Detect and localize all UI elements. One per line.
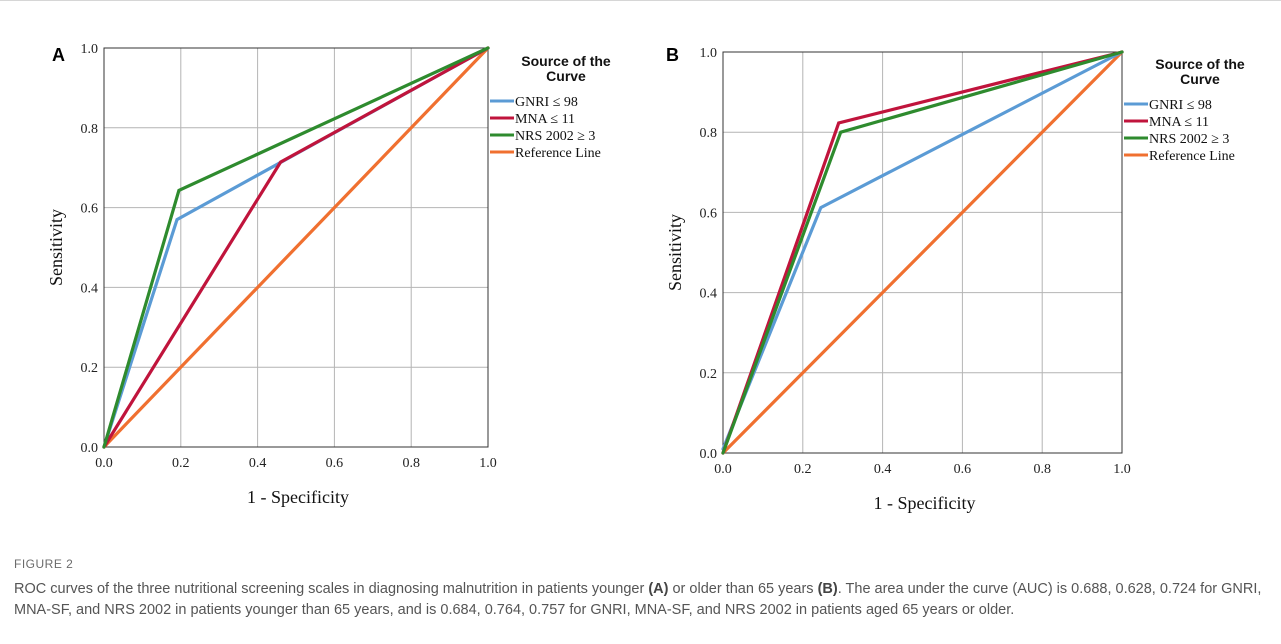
legend-label: GNRI ≤ 98 [515, 95, 578, 110]
figure-label: FIGURE 2 [14, 557, 74, 571]
x-tick-label: 0.4 [249, 456, 267, 471]
y-axis-title: Sensitivity [665, 214, 685, 291]
caption-segment: or older than 65 years [668, 581, 818, 597]
y-axis-title: Sensitivity [46, 209, 66, 286]
legend-title: Source of the [521, 53, 611, 69]
x-tick-label: 1.0 [1113, 462, 1131, 477]
y-tick-label: 0.6 [81, 202, 99, 217]
roc-figure: A 0.0 0.2 0.4 0.6 0.8 1.0 0.0 0.2 0.4 0.6 0.8 1.0 1 -… [46, 42, 1245, 513]
y-tick-label: 0.4 [81, 281, 99, 296]
legend-title: Source of the [1155, 56, 1245, 72]
x-tick-label: 0.6 [326, 456, 344, 471]
x-tick-label: 1.0 [479, 456, 497, 471]
x-tick-label: 0.8 [1033, 462, 1051, 477]
figure-caption: FIGURE 2 ROC curves of the three nutriti… [14, 557, 1264, 621]
series-line-mna [721, 50, 1124, 455]
caption-segment: ROC curves of the three nutritional scre… [14, 581, 649, 597]
panel-letter: A [52, 45, 65, 65]
caption-panel-ref: (B) [817, 581, 838, 597]
y-tick-label: 1.0 [700, 46, 718, 61]
legend-label: NRS 2002 ≥ 3 [515, 129, 595, 144]
y-tick-label: 1.0 [81, 42, 99, 57]
y-tick-label: 0.0 [81, 441, 99, 456]
x-tick-label: 0.6 [954, 462, 972, 477]
y-tick-label: 0.6 [700, 206, 718, 221]
x-tick-label: 0.0 [95, 456, 113, 471]
x-axis-title: 1 - Specificity [874, 493, 976, 513]
x-axis-title: 1 - Specificity [247, 487, 349, 507]
x-tick-label: 0.2 [172, 456, 190, 471]
legend-label: GNRI ≤ 98 [1149, 98, 1212, 113]
panel-letter: B [666, 45, 679, 65]
y-tick-label: 0.4 [700, 287, 718, 302]
legend-label: MNA ≤ 11 [515, 112, 575, 127]
caption-segment: . The area under the curve (AUC) is 0.68… [14, 581, 1262, 618]
series-line-nrs [721, 50, 1124, 455]
x-tick-label: 0.2 [794, 462, 812, 477]
y-tick-label: 0.0 [700, 447, 718, 462]
y-tick-label: 0.2 [700, 367, 718, 382]
chart-panel-a: A 0.0 0.2 0.4 0.6 0.8 1.0 0.0 0.2 0.4 0.6 0.8 1.0 1 -… [46, 42, 611, 507]
series-line-nrs [102, 46, 490, 449]
x-tick-label: 0.0 [714, 462, 732, 477]
legend-label: Reference Line [515, 146, 601, 161]
legend-label: Reference Line [1149, 149, 1235, 164]
series-line-mna [102, 46, 490, 449]
legend-title: Curve [1180, 71, 1220, 87]
y-tick-label: 0.8 [700, 126, 718, 141]
series-line-reference [102, 46, 490, 449]
x-tick-label: 0.4 [874, 462, 892, 477]
y-tick-label: 0.8 [81, 122, 99, 137]
plot-border [103, 47, 489, 448]
caption-panel-ref: (A) [648, 581, 669, 597]
chart-panel-b: B 0.0 0.2 0.4 0.6 0.8 1.0 0.0 0.2 0.4 0.6 0.8 1.0 1 -… [665, 45, 1245, 513]
caption-text: ROC curves of the three nutritional scre… [14, 579, 1264, 621]
x-tick-label: 0.8 [402, 456, 420, 471]
legend-title: Curve [546, 68, 586, 84]
legend-label: MNA ≤ 11 [1149, 115, 1209, 130]
legend-label: NRS 2002 ≥ 3 [1149, 132, 1229, 147]
y-tick-label: 0.2 [81, 361, 99, 376]
plot-border [722, 51, 1123, 454]
series-line-reference [721, 50, 1124, 455]
